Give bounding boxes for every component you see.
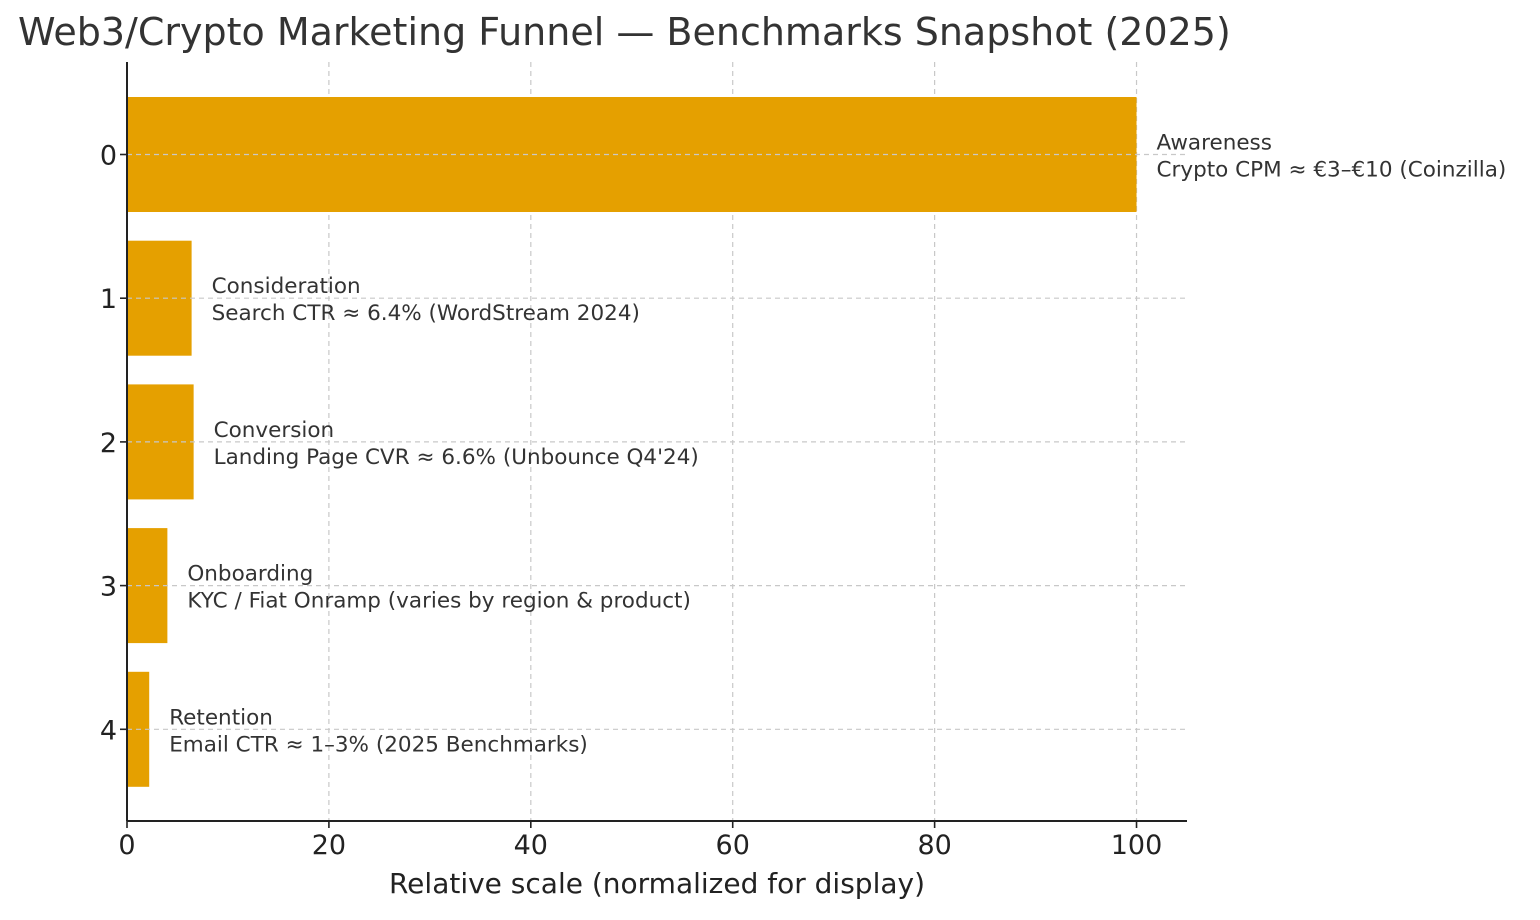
x-tick-label: 100 — [1111, 830, 1163, 861]
x-axis-label: Relative scale (normalized for display) — [389, 867, 925, 900]
bar-annotation-detail: KYC / Fiat Onramp (varies by region & pr… — [187, 589, 691, 614]
y-tick-label: 0 — [100, 141, 117, 172]
chart-title: Web3/Crypto Marketing Funnel — Benchmark… — [18, 10, 1231, 54]
x-tick-label: 60 — [716, 830, 750, 861]
bar-annotation-stage: Consideration — [212, 274, 361, 299]
bar-annotation-detail: Crypto CPM ≈ €3–€10 (Coinzilla) — [1157, 158, 1507, 183]
y-tick-label: 3 — [100, 572, 117, 603]
bar-annotation-stage: Conversion — [214, 418, 335, 443]
bar-annotation-stage: Onboarding — [187, 562, 313, 587]
bar-annotation-detail: Email CTR ≈ 1–3% (2025 Benchmarks) — [169, 732, 588, 757]
y-tick-label: 1 — [100, 284, 117, 315]
bar-annotation-stage: Awareness — [1157, 131, 1272, 156]
x-tick-label: 80 — [917, 830, 951, 861]
bar-annotation-detail: Search CTR ≈ 6.4% (WordStream 2024) — [212, 301, 640, 326]
x-tick-label: 40 — [514, 830, 548, 861]
y-tick-label: 2 — [100, 428, 117, 459]
x-tick-label: 20 — [312, 830, 346, 861]
y-tick-label: 4 — [100, 715, 117, 746]
bar-annotation-stage: Retention — [169, 705, 273, 730]
bar-annotation-detail: Landing Page CVR ≈ 6.6% (Unbounce Q4'24) — [214, 445, 699, 470]
x-tick-label: 0 — [118, 830, 135, 861]
